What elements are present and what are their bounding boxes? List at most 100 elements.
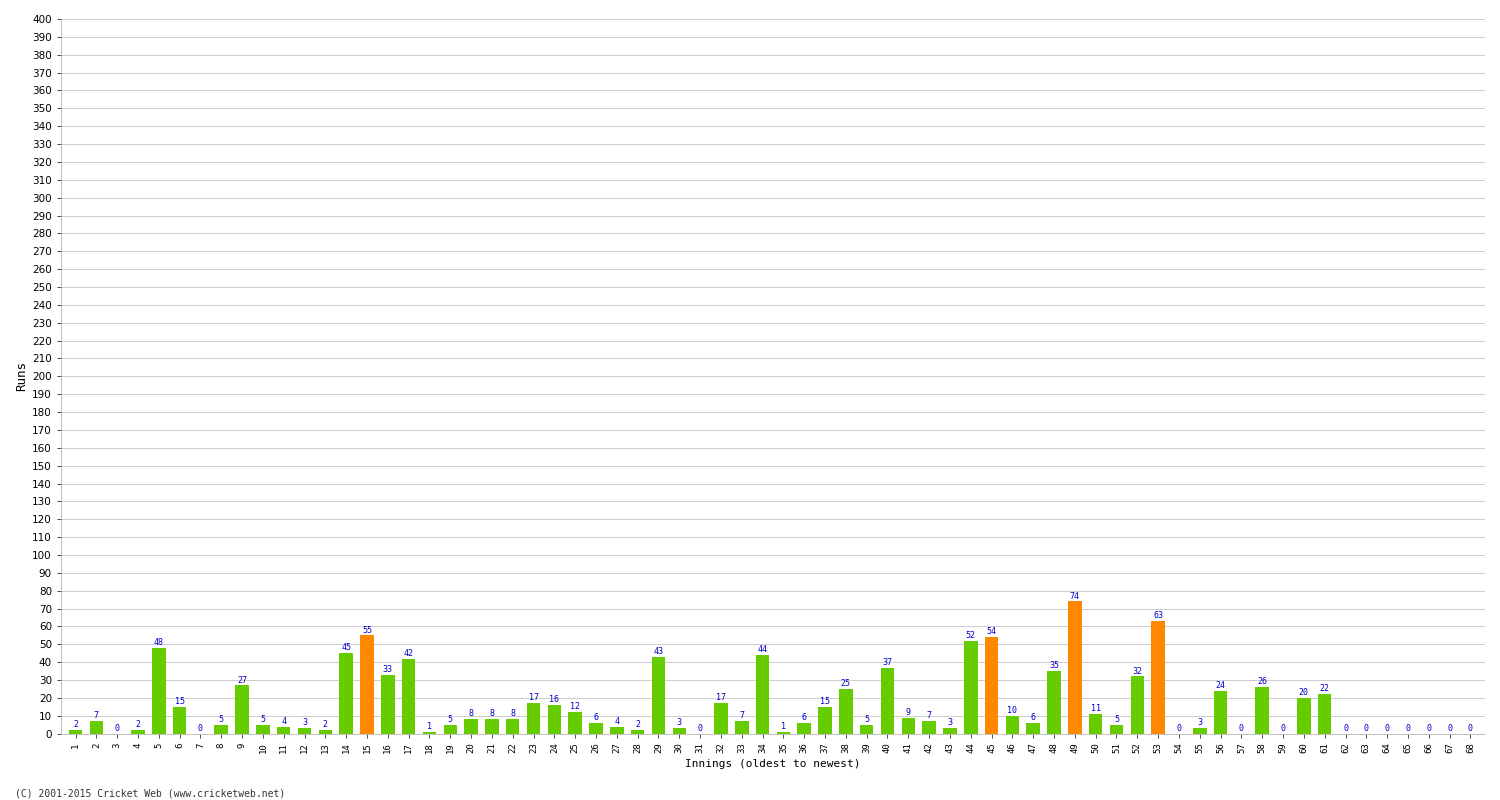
Bar: [986, 637, 999, 734]
Bar: [944, 728, 957, 734]
Text: 3: 3: [302, 718, 307, 727]
Bar: [964, 641, 978, 734]
Text: 6: 6: [801, 713, 807, 722]
Bar: [839, 689, 852, 734]
Bar: [360, 635, 374, 734]
Text: 48: 48: [154, 638, 164, 647]
Bar: [902, 718, 915, 734]
Bar: [1192, 728, 1206, 734]
Text: 0: 0: [1406, 724, 1410, 733]
Text: 45: 45: [340, 643, 351, 652]
Bar: [880, 667, 894, 734]
Bar: [152, 648, 165, 734]
Bar: [735, 721, 748, 734]
Bar: [1131, 677, 1144, 734]
Text: 2: 2: [634, 720, 640, 730]
Text: 17: 17: [528, 694, 538, 702]
Text: 7: 7: [927, 711, 932, 720]
Bar: [1047, 671, 1060, 734]
Text: 0: 0: [1448, 724, 1452, 733]
Text: 20: 20: [1299, 688, 1310, 697]
Bar: [130, 730, 144, 734]
Bar: [756, 655, 770, 734]
Bar: [1005, 716, 1019, 734]
Y-axis label: Runs: Runs: [15, 362, 28, 391]
Text: 37: 37: [882, 658, 892, 666]
Text: 24: 24: [1215, 681, 1225, 690]
Text: 6: 6: [1030, 713, 1035, 722]
X-axis label: Innings (oldest to newest): Innings (oldest to newest): [686, 759, 861, 769]
Bar: [590, 723, 603, 734]
Text: 4: 4: [280, 717, 286, 726]
Text: 42: 42: [404, 649, 414, 658]
Bar: [526, 703, 540, 734]
Text: 0: 0: [1342, 724, 1348, 733]
Bar: [1089, 714, 1102, 734]
Text: 74: 74: [1070, 591, 1080, 601]
Text: 5: 5: [864, 715, 868, 724]
Bar: [610, 726, 624, 734]
Text: 54: 54: [987, 627, 996, 636]
Text: 33: 33: [382, 665, 393, 674]
Bar: [859, 725, 873, 734]
Text: 32: 32: [1132, 666, 1143, 675]
Text: 0: 0: [1364, 724, 1370, 733]
Text: 17: 17: [716, 694, 726, 702]
Bar: [90, 721, 104, 734]
Text: 6: 6: [594, 713, 598, 722]
Bar: [298, 728, 312, 734]
Text: 0: 0: [1239, 724, 1244, 733]
Text: 27: 27: [237, 675, 248, 685]
Text: 11: 11: [1090, 704, 1101, 713]
Text: 9: 9: [906, 708, 910, 717]
Bar: [423, 732, 436, 734]
Bar: [922, 721, 936, 734]
Text: 0: 0: [698, 724, 702, 733]
Text: 2: 2: [74, 720, 78, 730]
Text: 52: 52: [966, 631, 976, 640]
Bar: [1068, 602, 1082, 734]
Text: 2: 2: [322, 720, 328, 730]
Text: 0: 0: [1426, 724, 1431, 733]
Bar: [214, 725, 228, 734]
Bar: [236, 686, 249, 734]
Text: 8: 8: [510, 710, 515, 718]
Text: 22: 22: [1320, 685, 1329, 694]
Text: 0: 0: [1468, 724, 1473, 733]
Bar: [381, 674, 394, 734]
Bar: [484, 719, 498, 734]
Text: 0: 0: [198, 724, 202, 733]
Text: 35: 35: [1048, 662, 1059, 670]
Bar: [819, 707, 833, 734]
Bar: [69, 730, 82, 734]
Bar: [1318, 694, 1332, 734]
Bar: [318, 730, 332, 734]
Bar: [1214, 690, 1227, 734]
Text: 4: 4: [615, 717, 620, 726]
Text: 7: 7: [740, 711, 744, 720]
Bar: [506, 719, 519, 734]
Text: 44: 44: [758, 645, 768, 654]
Text: 15: 15: [821, 697, 830, 706]
Bar: [278, 726, 291, 734]
Text: 55: 55: [362, 626, 372, 634]
Bar: [402, 658, 416, 734]
Text: 3: 3: [948, 718, 952, 727]
Bar: [172, 707, 186, 734]
Text: 0: 0: [1176, 724, 1182, 733]
Bar: [256, 725, 270, 734]
Text: 26: 26: [1257, 678, 1268, 686]
Text: 1: 1: [782, 722, 786, 731]
Bar: [1298, 698, 1311, 734]
Bar: [777, 732, 790, 734]
Bar: [632, 730, 645, 734]
Text: 5: 5: [1114, 715, 1119, 724]
Text: 2: 2: [135, 720, 141, 730]
Bar: [465, 719, 478, 734]
Text: 43: 43: [654, 647, 663, 656]
Text: 12: 12: [570, 702, 580, 711]
Bar: [1026, 723, 1039, 734]
Bar: [714, 703, 728, 734]
Text: 8: 8: [489, 710, 495, 718]
Text: 25: 25: [842, 679, 850, 688]
